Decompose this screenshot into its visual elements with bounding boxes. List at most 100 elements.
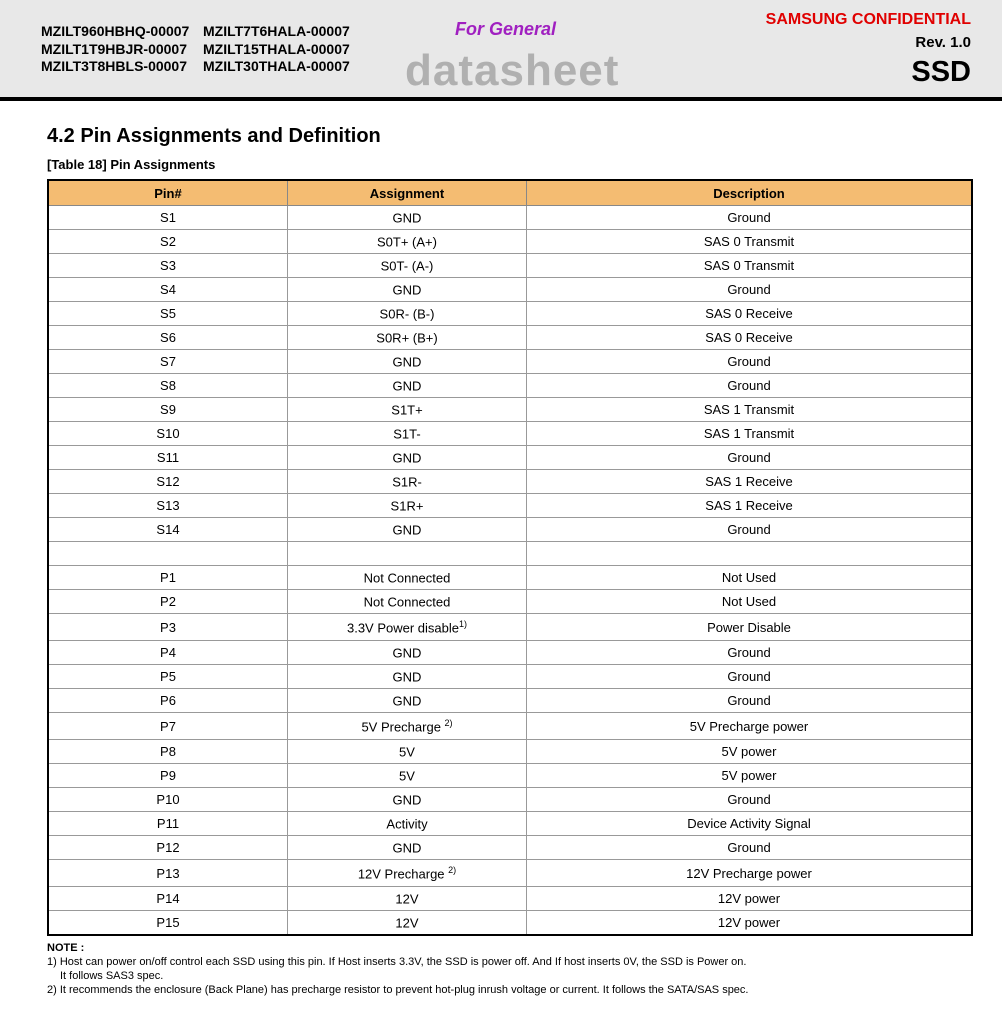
assignment-text: GND <box>392 669 422 685</box>
column-header: Pin# <box>47 179 288 206</box>
assignment-cell: GND <box>287 277 527 302</box>
table-row: S5 S0R- (B-) SAS 0 Receive <box>47 301 973 326</box>
description-cell: Ground <box>526 688 973 713</box>
assignment-cell: S1R- <box>287 469 527 494</box>
model-number: MZILT30THALA-00007 <box>203 58 350 74</box>
assignment-text: 5V Precharge <box>361 719 445 735</box>
table-row: S4 GND Ground <box>47 277 973 302</box>
pin-assignments-table: Pin# Assignment Description S1 GND Ground S… <box>47 179 973 936</box>
model-list: MZILT960HBHQ-00007 MZILT7T6HALA-00007 MZ… <box>41 23 373 76</box>
description-cell: SAS 1 Receive <box>526 493 973 518</box>
note-line: 2) It recommends the enclosure (Back Pla… <box>47 984 749 996</box>
pin-cell: S7 <box>47 349 288 374</box>
description-cell: Not Used <box>526 565 973 590</box>
description-cell: SAS 0 Transmit <box>526 253 973 278</box>
pin-cell: S14 <box>47 517 288 542</box>
pin-cell: S5 <box>47 301 288 326</box>
description-cell: 5V power <box>526 763 973 788</box>
assignment-text: GND <box>392 282 422 298</box>
description-cell: Ground <box>526 277 973 302</box>
assignment-cell: S0R+ (B+) <box>287 325 527 350</box>
assignment-text: S1T+ <box>391 402 423 418</box>
assignment-cell: GND <box>287 787 527 812</box>
pin-cell: P12 <box>47 835 288 860</box>
assignment-cell: 12V <box>287 910 527 936</box>
model-number: MZILT1T9HBJR-00007 <box>41 40 188 57</box>
table-row: S9 S1T+ SAS 1 Transmit <box>47 397 973 422</box>
table-row: P11 Activity Device Activity Signal <box>47 811 973 836</box>
assignment-text: S0T+ (A+) <box>377 234 437 250</box>
assignment-cell: GND <box>287 445 527 470</box>
description-cell: SAS 1 Transmit <box>526 421 973 446</box>
description-cell: Power Disable <box>526 613 973 641</box>
pin-cell: P6 <box>47 688 288 713</box>
table-row: P7 5V Precharge 2) 5V Precharge power <box>47 712 973 740</box>
pin-cell: P14 <box>47 886 288 911</box>
pin-cell: P9 <box>47 763 288 788</box>
assignment-cell: GND <box>287 349 527 374</box>
assignment-cell: S0T- (A-) <box>287 253 527 278</box>
table-row: P6 GND Ground <box>47 688 973 713</box>
assignment-text: 12V <box>395 915 419 931</box>
description-cell <box>526 541 973 566</box>
description-cell: Ground <box>526 835 973 860</box>
model-number: MZILT3T8HBLS-00007 <box>41 58 187 74</box>
table-row: S12 S1R- SAS 1 Receive <box>47 469 973 494</box>
description-cell: SAS 0 Receive <box>526 301 973 326</box>
pin-cell: P10 <box>47 787 288 812</box>
assignment-text: GND <box>392 450 422 466</box>
description-cell: Not Used <box>526 589 973 614</box>
pin-cell: P2 <box>47 589 288 614</box>
table-row: P8 5V 5V power <box>47 739 973 764</box>
footnote-ref: 2) <box>444 717 453 728</box>
pin-cell: P15 <box>47 910 288 936</box>
assignment-cell: 3.3V Power disable1) <box>287 613 527 641</box>
notes-title: NOTE : <box>47 942 85 954</box>
table-row: S3 S0T- (A-) SAS 0 Transmit <box>47 253 973 278</box>
model-number: MZILT960HBHQ-00007 <box>41 23 190 39</box>
pin-cell: S11 <box>47 445 288 470</box>
table-row: P9 5V 5V power <box>47 763 973 788</box>
description-cell: Ground <box>526 445 973 470</box>
column-header: Assignment <box>287 179 527 206</box>
table-row: S13 S1R+ SAS 1 Receive <box>47 493 973 518</box>
description-cell: Ground <box>526 517 973 542</box>
assignment-text: GND <box>392 693 422 709</box>
datasheet-watermark: datasheet <box>405 46 620 95</box>
assignment-text: 5V <box>399 768 415 784</box>
assignment-text: GND <box>392 840 422 856</box>
confidential-label: SAMSUNG CONFIDENTIAL <box>765 11 971 28</box>
description-cell: 12V Precharge power <box>526 859 973 887</box>
assignment-text: S0R+ (B+) <box>376 330 438 346</box>
description-cell: SAS 0 Transmit <box>526 229 973 254</box>
assignment-cell: S1R+ <box>287 493 527 518</box>
table-row: S11 GND Ground <box>47 445 973 470</box>
table-caption: [Table 18] Pin Assignments <box>47 157 216 172</box>
assignment-cell: 5V Precharge 2) <box>287 712 527 740</box>
assignment-text: 12V <box>395 891 419 907</box>
assignment-cell: 12V <box>287 886 527 911</box>
assignment-text: 5V <box>399 744 415 760</box>
assignment-text: 3.3V Power disable <box>346 620 459 636</box>
table-row: P4 GND Ground <box>47 640 973 665</box>
section-title: 4.2 Pin Assignments and Definition <box>47 125 381 147</box>
assignment-text: Not Connected <box>363 594 451 610</box>
description-cell: Ground <box>526 373 973 398</box>
assignment-cell: GND <box>287 205 527 230</box>
table-row: S8 GND Ground <box>47 373 973 398</box>
assignment-cell: GND <box>287 373 527 398</box>
note-line: 1) Host can power on/off control each SS… <box>47 956 747 968</box>
notes: NOTE : 1) Host can power on/off control … <box>47 941 748 997</box>
description-cell: Ground <box>526 787 973 812</box>
table-row: P14 12V 12V power <box>47 886 973 911</box>
assignment-text: S1R- <box>392 474 422 490</box>
description-cell: 5V Precharge power <box>526 712 973 740</box>
assignment-cell: S1T+ <box>287 397 527 422</box>
assignment-cell: S0R- (B-) <box>287 301 527 326</box>
table-row: P10 GND Ground <box>47 787 973 812</box>
assignment-cell: GND <box>287 835 527 860</box>
assignment-cell: 12V Precharge 2) <box>287 859 527 887</box>
assignment-cell: S1T- <box>287 421 527 446</box>
table-row: P2 Not Connected Not Used <box>47 589 973 614</box>
assignment-text: Activity <box>386 816 428 832</box>
